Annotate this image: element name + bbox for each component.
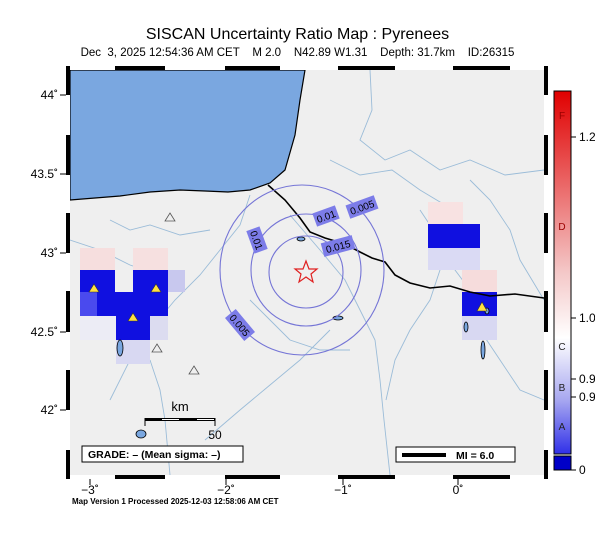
mi-legend-text: MI = 6.0 xyxy=(456,450,494,462)
lakes xyxy=(116,236,490,439)
frame-ticks xyxy=(66,66,548,479)
triangle-icon xyxy=(476,301,488,312)
colorbar-value: 1.2 xyxy=(579,130,595,144)
colorbar: F D C B A 1.2 1.0 0.9 0.9 0 xyxy=(553,90,595,477)
lat-tick-label: 43.5˚ xyxy=(31,167,58,181)
scale-bar: km 50 xyxy=(144,399,222,442)
colorbar-letter: B xyxy=(559,383,566,394)
triangle-icon xyxy=(127,312,139,322)
border-line xyxy=(267,184,544,299)
colorbar-letter: D xyxy=(558,222,565,233)
grade-box: GRADE: – (Mean sigma: –) xyxy=(81,445,244,463)
triangle-icon xyxy=(88,283,100,293)
mi-legend-box: MI = 6.0 xyxy=(395,446,516,463)
colorbar-value: 1.0 xyxy=(579,311,595,325)
contour-lines xyxy=(219,184,385,356)
colorbar-letter: A xyxy=(559,422,566,433)
map-footer: Map Version 1 Processed 2025-12-03 12:58… xyxy=(72,497,279,506)
lat-tick-label: 44˚ xyxy=(41,88,58,102)
map-subtitle: Dec 3, 2025 12:54:36 AM CET M 2.0 N42.89… xyxy=(0,47,595,59)
lon-tick-label: −2˚ xyxy=(217,483,235,497)
colorbar-value: 0 xyxy=(579,463,586,477)
triangle-icon xyxy=(188,365,200,375)
colorbar-value: 0.9 xyxy=(579,372,595,386)
triangle-icon xyxy=(151,343,163,353)
lat-tick-label: 42˚ xyxy=(41,403,58,417)
colorbar-letter: C xyxy=(558,342,565,353)
grade-text: GRADE: – (Mean sigma: –) xyxy=(88,449,220,461)
lat-tick-label: 42.5˚ xyxy=(31,325,58,339)
event-location: N42.89 W1.31 xyxy=(293,47,368,59)
colorbar-letter: F xyxy=(559,111,565,122)
lon-tick-label: −3˚ xyxy=(81,483,99,497)
triangle-icon xyxy=(150,283,162,293)
scale-unit: km xyxy=(171,399,188,414)
triangle-icon xyxy=(164,212,176,222)
longitude-labels: −3˚ −2˚ −1˚ 0˚ xyxy=(81,483,463,497)
lon-tick-label: −1˚ xyxy=(334,483,352,497)
map-title: SISCAN Uncertainty Ratio Map : Pyrenees xyxy=(145,26,450,43)
event-datetime: Dec 3, 2025 12:54:36 AM CET xyxy=(80,47,240,59)
sea-area xyxy=(70,70,306,201)
scale-value: 50 xyxy=(208,428,222,442)
event-magnitude: M 2.0 xyxy=(252,47,282,59)
stations xyxy=(88,212,488,375)
event-depth: Depth: 31.7km xyxy=(380,47,455,59)
grid-cells xyxy=(80,202,497,364)
colorbar-value: 0.9 xyxy=(579,390,595,404)
axis-tick-marks xyxy=(60,94,459,485)
lat-tick-label: 43˚ xyxy=(41,246,58,260)
event-id: ID:26315 xyxy=(467,47,515,59)
lon-tick-label: 0˚ xyxy=(453,483,464,497)
latitude-labels: 44˚ 43.5˚ 43˚ 42.5˚ 42˚ xyxy=(31,88,58,417)
star-icon xyxy=(293,259,319,284)
